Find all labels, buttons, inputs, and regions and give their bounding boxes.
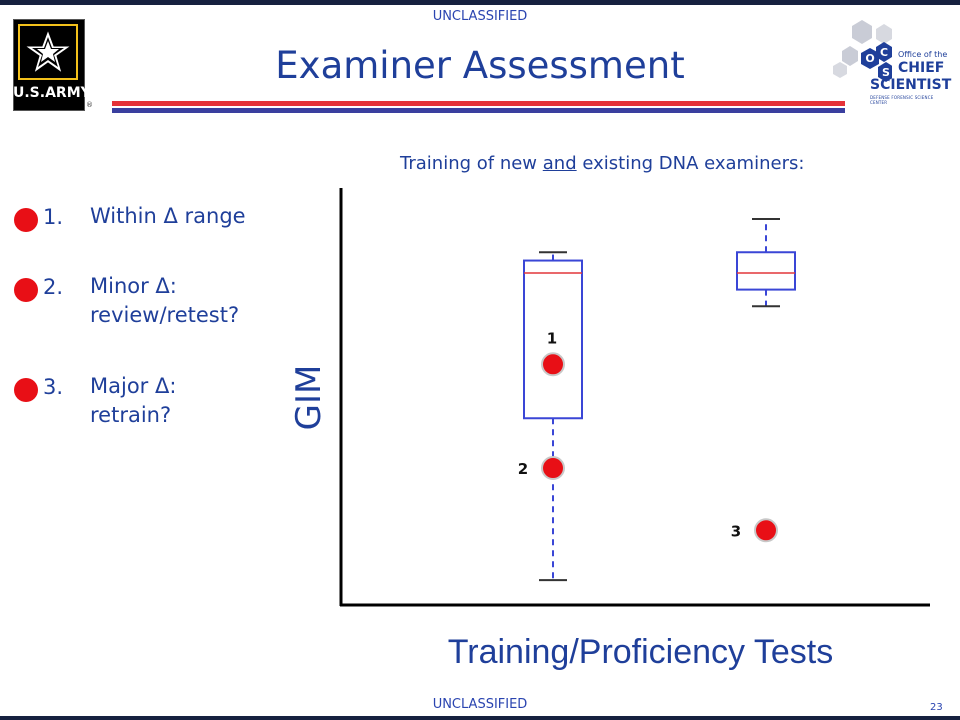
list-text-line1: Within Δ range [90, 204, 246, 228]
page-number: 23 [930, 702, 943, 713]
outlier-point [541, 352, 565, 377]
list-text-line2: retrain? [90, 403, 172, 427]
red-marker-icon [14, 278, 38, 302]
point-label: 1 [547, 329, 557, 347]
outlier-point [754, 518, 778, 543]
page-title: Examiner Assessment [275, 44, 685, 87]
logo-dfsc: DEFENSE FORENSIC SCIENCE CENTER [870, 95, 934, 105]
bottom-border [0, 716, 960, 720]
list-item-minor-delta: 2. Minor Δ: review/retest? [0, 274, 300, 345]
logo-chief: CHIEF [898, 60, 945, 76]
box-plot-chart: GIM Training/Proficiency Tests 1 2 3 [289, 188, 930, 671]
list-number: 1. [43, 205, 64, 229]
hexagon-cluster-icon: C O S [833, 20, 892, 82]
outlier-point [541, 456, 565, 481]
list-text-line1: Minor Δ: [90, 274, 177, 298]
subtitle-underlined: and [542, 153, 577, 174]
list-item-within-range: 1. Within Δ range [0, 204, 300, 275]
star-icon [23, 28, 73, 75]
chief-scientist-logo: C O S Office of the CHIEF SCIENTIST DEFE… [832, 18, 952, 105]
logo-scientist: SCIENTIST [870, 77, 952, 93]
army-logo-text: U.S.ARMY [13, 85, 91, 101]
registered-mark: ® [86, 101, 93, 109]
point-label: 3 [731, 522, 741, 540]
red-marker-icon [14, 378, 38, 402]
list-number: 3. [43, 375, 64, 399]
logo-letter-s: S [882, 66, 890, 79]
box [736, 251, 796, 291]
title-rule-blue [112, 108, 845, 113]
list-item-major-delta: 3. Major Δ: retrain? [0, 374, 300, 445]
chart-subtitle: Training of new and existing DNA examine… [400, 153, 804, 174]
subtitle-part-2: existing DNA examiners: [576, 153, 805, 174]
logo-letter-c: C [880, 46, 888, 59]
army-logo: U.S.ARMY ® [13, 19, 93, 114]
logo-letter-o: O [865, 52, 874, 65]
list-number: 2. [43, 275, 64, 299]
red-marker-icon [14, 208, 38, 232]
point-label: 2 [518, 460, 528, 478]
army-logo-frame [18, 24, 78, 80]
y-axis-label: GIM [289, 365, 329, 431]
classification-bottom: UNCLASSIFIED [432, 697, 528, 712]
subtitle-part-1: Training of new [400, 153, 543, 174]
title-rule-red [112, 101, 845, 106]
classification-top: UNCLASSIFIED [432, 9, 528, 24]
list-text-line1: Major Δ: [90, 374, 177, 398]
logo-office-of-the: Office of the [898, 50, 948, 59]
top-border [0, 0, 960, 5]
list-text-line2: review/retest? [90, 303, 240, 327]
box [523, 259, 583, 420]
x-axis-label: Training/Proficiency Tests [448, 633, 834, 671]
